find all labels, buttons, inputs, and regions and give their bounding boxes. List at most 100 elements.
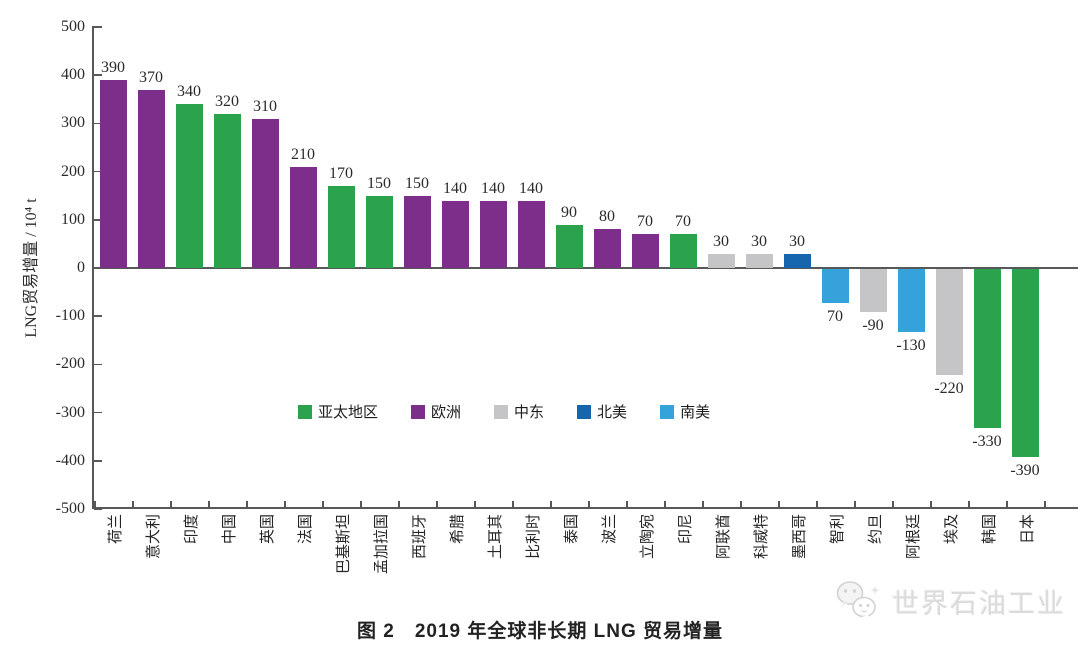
x-boundary-tick: [930, 501, 932, 508]
y-tick-mark: [94, 363, 102, 366]
value-label: 320: [215, 92, 239, 110]
x-boundary-tick: [322, 501, 324, 508]
bar-印尼: [669, 234, 697, 268]
x-boundary-tick: [778, 501, 780, 508]
legend-label: 南美: [680, 405, 711, 421]
value-label: 150: [405, 174, 429, 192]
legend: 亚太地区 欧洲 中东 北美 南美: [298, 401, 710, 422]
x-boundary-tick: [664, 501, 666, 508]
y-tick-label: -100: [55, 307, 85, 325]
y-tick-label: 100: [61, 210, 85, 228]
x-category-label: 泰国: [564, 514, 580, 545]
y-tick-label: 0: [77, 259, 85, 276]
bar-西班牙: [403, 195, 431, 268]
x-boundary-tick: [702, 501, 704, 508]
value-label: 30: [789, 232, 805, 250]
value-label: -330: [972, 433, 1002, 451]
x-boundary-tick: [816, 501, 818, 508]
watermark-text: 世界石油工业: [892, 588, 1066, 619]
bar-智利: [821, 269, 849, 303]
x-category-label: 法国: [298, 514, 314, 545]
bar-土耳其: [479, 200, 507, 268]
value-label: 140: [519, 179, 543, 197]
y-tick-label: -400: [55, 451, 85, 469]
x-boundary-tick: [892, 501, 894, 508]
legend-swatch: [298, 404, 312, 419]
x-boundary-tick: [550, 501, 552, 508]
legend-item-北美: 北美: [577, 401, 627, 422]
bar-巴基斯坦: [327, 186, 355, 268]
value-label: 170: [329, 165, 353, 183]
legend-item-南美: 南美: [660, 401, 710, 422]
y-tick-mark: [94, 411, 102, 414]
bar-日本: [1011, 269, 1039, 457]
bar-希腊: [441, 200, 469, 268]
x-boundary-tick: [1044, 501, 1046, 508]
value-label: -130: [896, 336, 926, 354]
x-category-label: 波兰: [602, 514, 618, 545]
bar-立陶宛: [631, 234, 659, 268]
y-tick-mark: [94, 460, 102, 462]
x-category-荷兰: 荷兰: [94, 508, 132, 608]
bar-孟加拉国: [365, 195, 393, 268]
y-tick-label: -200: [55, 355, 85, 373]
x-category-label: 希腊: [450, 514, 466, 545]
y-tick-mark: [94, 219, 102, 221]
legend-item-欧洲: 欧洲: [411, 401, 461, 422]
plot-area: LNG贸易增量 / 10⁴ t 500 400 300 200 100 0 -100 -200…: [23, 18, 1078, 608]
x-category-法国: 法国: [284, 508, 322, 608]
x-category-墨西哥: 墨西哥: [778, 508, 816, 608]
bar-约旦: [859, 269, 887, 313]
zero-line: [94, 267, 1078, 269]
bar-英国: [251, 118, 279, 268]
x-category-label: 墨西哥: [792, 514, 808, 560]
x-category-label: 立陶宛: [640, 514, 656, 560]
bar-荷兰: [99, 80, 127, 268]
y-tick-mark: [94, 315, 102, 317]
bar-阿根廷: [897, 269, 925, 332]
bar-法国: [289, 166, 317, 268]
x-category-label: 阿根廷: [906, 514, 922, 560]
x-category-label: 西班牙: [412, 514, 428, 560]
bar-泰国: [555, 224, 583, 268]
value-label: 210: [291, 145, 315, 163]
x-boundary-tick: [968, 501, 970, 508]
x-boundary-tick: [284, 501, 286, 508]
value-label: 70: [675, 213, 691, 231]
bar-波兰: [593, 229, 621, 268]
speech-bubbles-icon: [836, 581, 880, 621]
x-boundary-tick: [512, 501, 514, 508]
x-boundary-tick: [1006, 501, 1008, 508]
x-boundary-tick: [436, 501, 438, 508]
value-label: 390: [101, 59, 125, 77]
legend-label: 欧洲: [431, 405, 462, 421]
legend-label: 亚太地区: [318, 405, 379, 421]
bar-阿联酋: [707, 253, 735, 268]
y-tick-label: -300: [55, 403, 85, 421]
x-category-label: 科威特: [754, 514, 770, 560]
x-axis-line: [92, 507, 1078, 509]
value-label: 140: [443, 179, 467, 197]
x-category-label: 意大利: [146, 514, 162, 560]
y-tick-mark: [94, 170, 102, 173]
value-label: -90: [862, 317, 884, 335]
bar-科威特: [745, 253, 773, 268]
value-label: 30: [751, 232, 767, 250]
x-category-比利时: 比利时: [512, 508, 550, 608]
value-label: 80: [599, 208, 615, 226]
y-tick-label: -500: [55, 500, 85, 517]
figure-caption: 图 2 2019 年全球非长期 LNG 贸易增量: [356, 621, 724, 642]
x-category-label: 韩国: [982, 514, 998, 545]
x-category-印度: 印度: [170, 508, 208, 608]
y-tick-label: 500: [61, 18, 85, 35]
legend-swatch: [411, 404, 426, 419]
x-category-科威特: 科威特: [740, 508, 778, 608]
legend-item-中东: 中东: [494, 401, 544, 422]
x-boundary-tick: [854, 501, 856, 508]
x-category-label: 智利: [830, 514, 846, 545]
x-category-孟加拉国: 孟加拉国: [360, 508, 398, 608]
value-label: 370: [139, 68, 163, 86]
watermark: 世界石油工业: [835, 578, 1066, 624]
x-boundary-tick: [588, 501, 590, 508]
x-category-label: 英国: [260, 514, 276, 545]
